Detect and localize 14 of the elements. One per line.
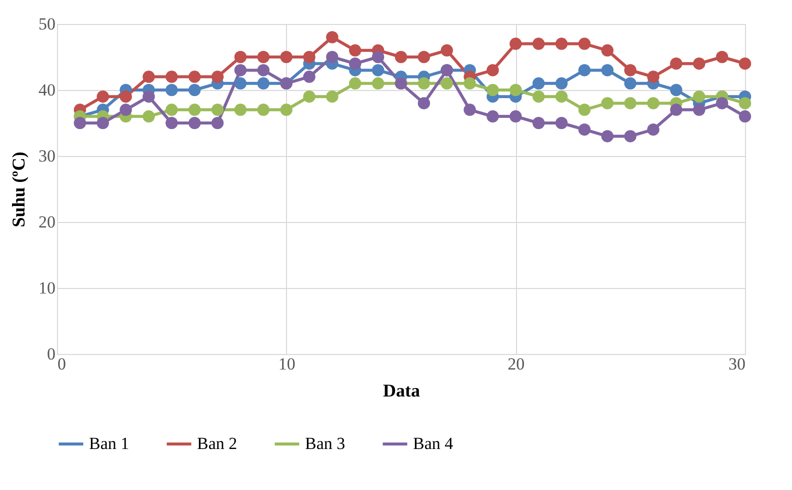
y-tick-label: 40 (38, 80, 56, 100)
y-tick-label: 10 (38, 278, 56, 298)
legend-label: Ban 3 (305, 434, 346, 453)
y-tick-label: 20 (38, 212, 56, 232)
x-tick-label: 20 (508, 354, 525, 374)
x-tick-label: 30 (728, 354, 746, 374)
legend-label: Ban 2 (197, 434, 238, 453)
y-tick-label: 50 (38, 14, 56, 34)
y-axis-title: Suhu (ºC) (8, 152, 28, 228)
legend-label: Ban 4 (413, 434, 454, 453)
y-tick-label: 30 (38, 146, 56, 166)
x-tick-label: 10 (278, 354, 296, 374)
legend-label: Ban 1 (89, 434, 130, 453)
x-axis-title: Data (383, 380, 420, 400)
